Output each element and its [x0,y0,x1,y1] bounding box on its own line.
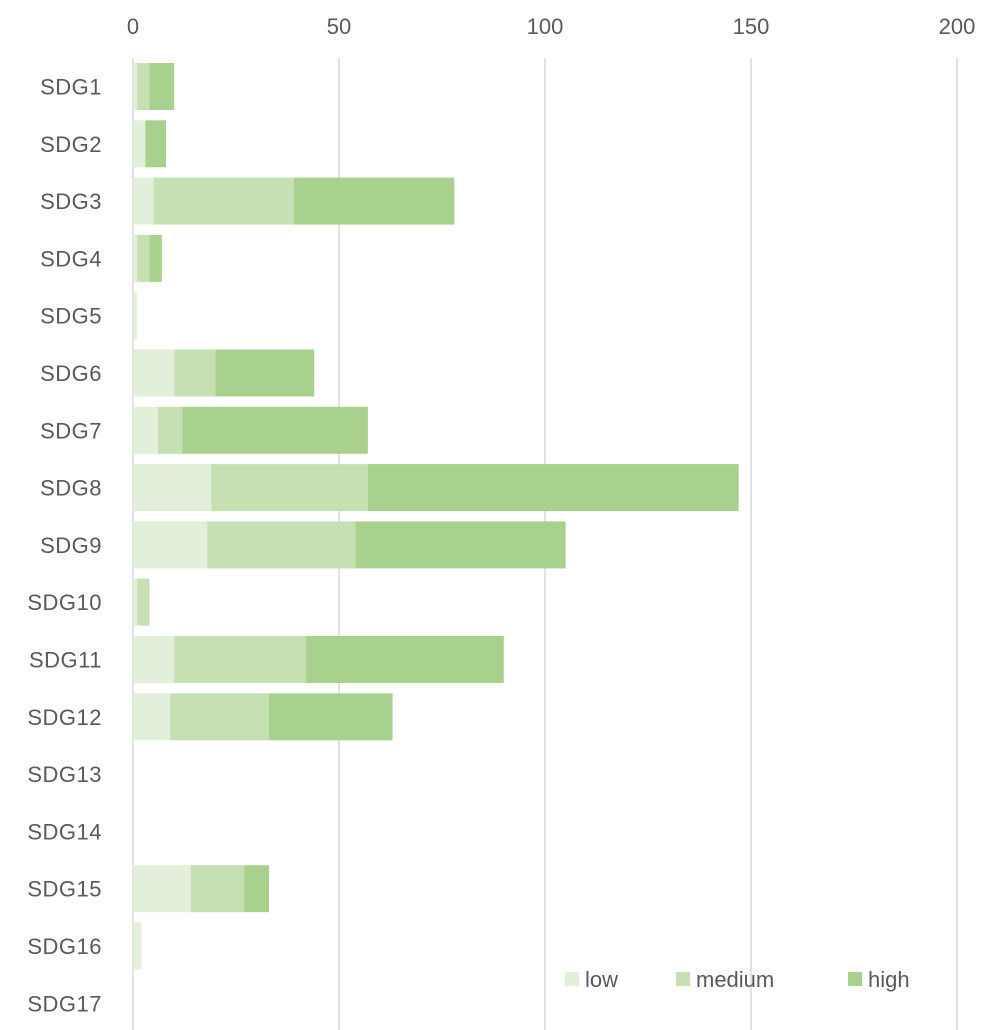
bar-segment-medium [190,865,245,913]
bar-segment-high [355,521,566,569]
bar-segment-high [182,406,368,454]
bar-segment-low [133,63,138,110]
y-axis-category-labels: SDG1 SDG2 SDG3 SDG4 SDG5 SDG6 SDG7 SDG8 SDG9 SDG1… [27,75,102,1017]
bar-segment-medium [207,521,356,569]
bar-segment-low [133,865,191,913]
x-tick-label: 100 [527,14,564,39]
bar-segment-low [133,636,175,683]
legend-swatch-low [565,972,579,986]
x-tick-label: 200 [939,14,976,39]
bar-segment-low [133,578,138,626]
y-category-label: SDG14 [27,819,102,844]
y-category-label: SDG8 [40,476,102,501]
legend-label: low [585,967,618,992]
bar-segment-low [133,693,171,741]
bar-segment-medium [174,636,307,683]
bar-segment-medium [137,63,150,110]
bar-segment-high [367,464,739,512]
bar-segment-low [133,521,208,569]
bar-segment-medium [137,578,150,626]
bar-segment-high [268,693,393,741]
y-category-label: SDG7 [40,418,102,443]
bar-segment-low [133,349,175,397]
bar-segment-medium [170,693,269,741]
legend: low medium high [565,967,910,992]
bar-segment-low [133,464,212,512]
y-category-label: SDG10 [27,590,102,615]
bar-segment-high [149,234,162,282]
bar-segment-low [133,177,154,225]
bar-segment-high [244,865,269,913]
y-category-label: SDG4 [40,246,102,271]
bar-segment-medium [137,234,150,282]
legend-swatch-high [848,972,862,986]
x-tick-label: 0 [127,14,139,39]
y-category-label: SDG5 [40,304,102,329]
y-category-label: SDG3 [40,189,102,214]
legend-label: medium [696,967,774,992]
bar-segment-high [306,636,504,683]
x-axis-tick-labels: 0 50 100 150 200 [127,14,975,39]
bar-segment-low [133,922,142,970]
bar-segment-medium [157,406,183,454]
legend-swatch-medium [676,972,690,986]
bar-segment-medium [174,349,216,397]
y-category-label: SDG6 [40,361,102,386]
y-category-label: SDG12 [27,705,102,730]
x-tick-label: 150 [733,14,770,39]
y-category-label: SDG16 [27,934,102,959]
y-category-label: SDG2 [40,132,102,157]
legend-label: high [868,967,910,992]
y-category-label: SDG1 [40,75,102,100]
x-tick-label: 50 [327,14,351,39]
bars [133,63,739,970]
bar-segment-low [133,234,138,282]
y-category-label: SDG17 [27,991,102,1016]
bar-segment-high [149,63,175,110]
y-category-label: SDG11 [29,648,102,673]
bar-segment-low [133,120,146,168]
bar-segment-low [133,406,158,454]
bar-segment-high [215,349,315,397]
bar-segment-medium [153,177,294,225]
bar-segment-medium [211,464,368,512]
y-category-label: SDG13 [27,762,102,787]
bar-segment-high [293,177,455,225]
y-category-label: SDG9 [40,533,102,558]
y-category-label: SDG15 [27,877,102,902]
bar-segment-high [145,120,166,168]
bar-segment-low [133,292,138,340]
